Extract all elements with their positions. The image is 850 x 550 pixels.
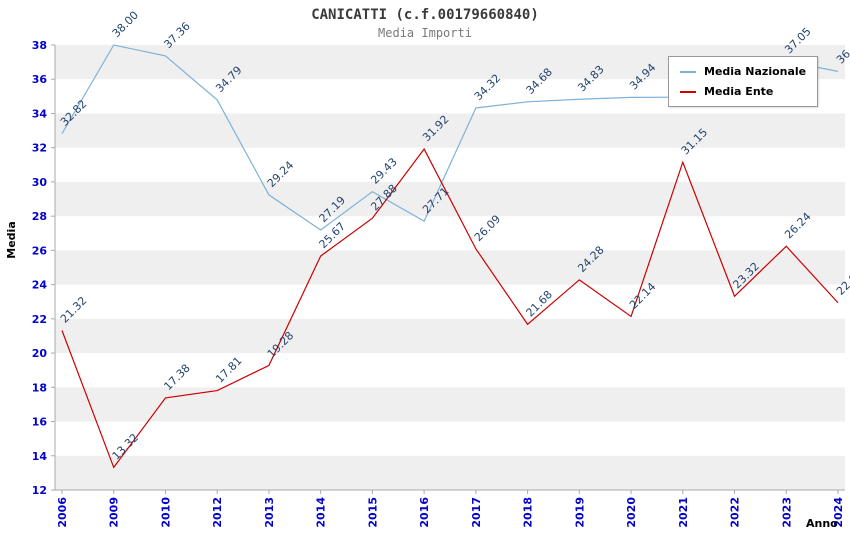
y-tick-label: 28: [32, 210, 47, 223]
y-tick-label: 20: [32, 347, 48, 360]
x-tick-label: 2016: [418, 497, 431, 528]
y-tick-label: 38: [32, 39, 47, 52]
y-axis-title: Media: [5, 221, 18, 258]
value-label: 17.81: [213, 354, 244, 385]
y-tick-label: 22: [32, 313, 47, 326]
x-tick-label: 2010: [159, 497, 172, 528]
media-nazionale-line-marker: [680, 70, 696, 73]
grid-band: [55, 318, 845, 354]
y-tick-label: 14: [32, 450, 48, 463]
media-ente-line-marker: [680, 90, 696, 93]
x-tick-label: 2022: [729, 497, 742, 528]
y-tick-label: 34: [32, 107, 48, 120]
chart-subtitle: Media Importi: [378, 26, 472, 40]
value-label: 25.67: [317, 220, 348, 251]
legend: Media Nazionale Media Ente: [668, 56, 819, 107]
value-label: 22.14: [627, 280, 658, 311]
y-tick-label: 24: [32, 279, 48, 292]
x-tick-label: 2020: [625, 497, 638, 528]
x-tick-label: 2012: [211, 497, 224, 528]
series-line: [61, 147, 839, 469]
x-tick-label: 2023: [780, 497, 793, 528]
x-tick-label: 2014: [315, 497, 328, 528]
x-tick-label: 2019: [573, 497, 586, 528]
x-tick-label: 2006: [56, 497, 69, 528]
x-tick-label: 2009: [108, 497, 121, 528]
grid-band: [55, 455, 845, 490]
grid-band: [55, 113, 845, 148]
y-tick-label: 16: [32, 416, 48, 429]
y-tick-label: 30: [32, 176, 48, 189]
legend-label: Media Ente: [704, 85, 774, 98]
legend-item-media-ente: Media Ente: [680, 85, 806, 98]
legend-label: Media Nazionale: [704, 65, 807, 78]
chart-title: CANICATTI (c.f.00179660840): [311, 7, 539, 23]
y-tick-label: 26: [32, 244, 48, 257]
y-tick-label: 36: [32, 73, 48, 86]
x-tick-label: 2021: [677, 497, 690, 528]
y-tick-label: 18: [32, 381, 47, 394]
y-tick-label: 32: [32, 142, 47, 155]
legend-item-media-nazionale: Media Nazionale: [680, 65, 806, 78]
x-tick-label: 2018: [522, 497, 535, 528]
value-label: 38.00: [110, 9, 141, 40]
grid-band: [55, 387, 845, 422]
x-axis-title: Anno: [806, 517, 838, 530]
x-tick-label: 2017: [470, 497, 483, 528]
value-label: 26.09: [472, 212, 503, 243]
x-tick-label: 2024: [832, 497, 845, 528]
x-tick-label: 2013: [263, 497, 276, 528]
x-tick-label: 2015: [366, 497, 379, 528]
grid-band: [55, 250, 845, 285]
y-tick-label: 12: [32, 484, 47, 497]
